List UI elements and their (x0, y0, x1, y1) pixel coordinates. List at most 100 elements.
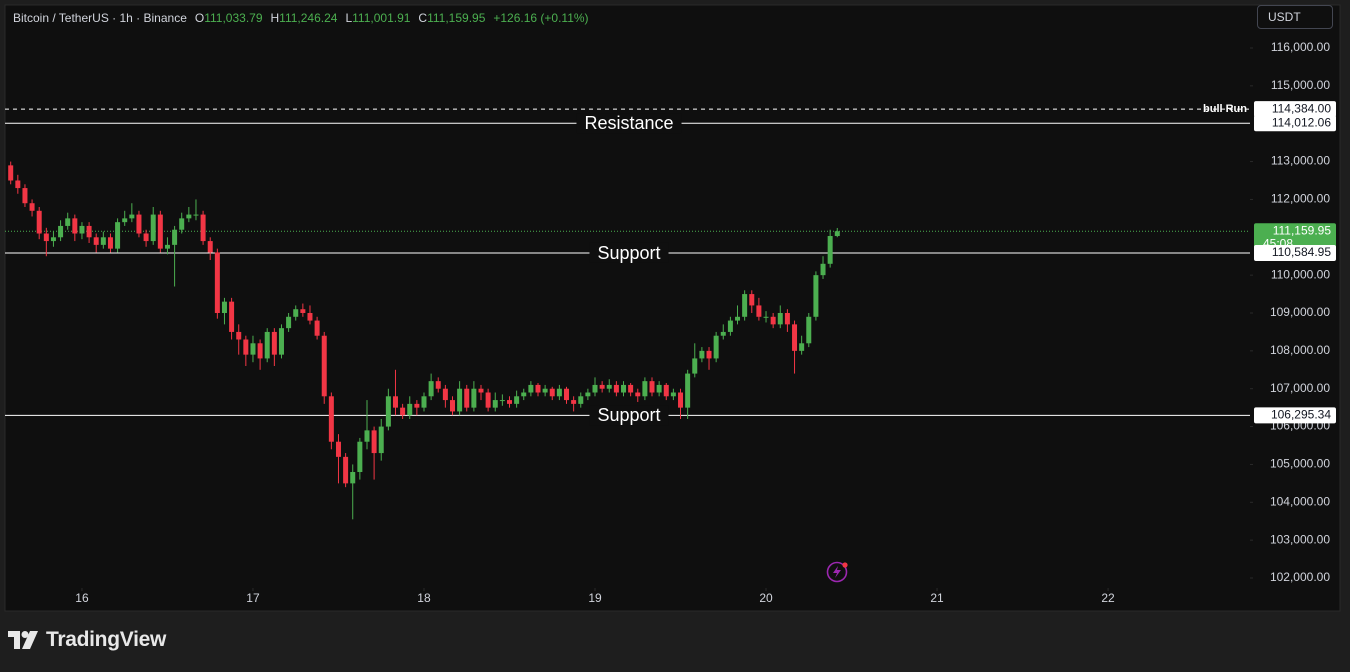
candle-body (164, 244, 170, 249)
candle-body (143, 233, 149, 242)
candle-body (457, 388, 463, 412)
candle-body (749, 294, 755, 306)
y-tick-label: 110,000.00 (1271, 267, 1330, 281)
candle-body (186, 214, 192, 219)
candle-body (400, 407, 406, 416)
line-label: Resistance (584, 113, 673, 133)
candle-body (385, 396, 391, 427)
candle-body (613, 384, 619, 393)
line-label: bull Run (1203, 103, 1247, 115)
candle-body (763, 316, 769, 318)
y-tick-label: 102,000.00 (1270, 570, 1330, 584)
candle-body (36, 210, 42, 234)
y-tick-label: 109,000.00 (1270, 305, 1330, 319)
candle-body (442, 388, 448, 401)
candle-body (685, 373, 691, 408)
candle-body (122, 218, 128, 223)
candle-body (407, 403, 413, 416)
x-tick-label: 22 (1101, 591, 1115, 605)
candle-body (813, 275, 819, 317)
candle-body (343, 456, 349, 484)
candle-body (136, 214, 142, 234)
candle-body (150, 214, 156, 242)
candle-body (606, 384, 612, 389)
candle-body (599, 384, 605, 389)
candle-body (300, 309, 306, 314)
candle-body (549, 388, 555, 397)
price-tag-label: 114,384.00 (1272, 101, 1331, 115)
candle-body (649, 381, 655, 393)
candle-body (670, 392, 676, 397)
price-tag-label: 110,584.95 (1272, 245, 1331, 259)
candle-body (628, 384, 634, 393)
candle-body (770, 316, 776, 325)
ohlc-key: H (270, 11, 280, 25)
ohlc-key: O (194, 11, 205, 25)
x-tick-label: 17 (246, 591, 260, 605)
candle-body (107, 237, 113, 249)
line-label: Support (597, 405, 660, 425)
candle-body (428, 381, 434, 397)
candle-body (563, 388, 569, 401)
candle-body (29, 203, 35, 211)
candle-body (264, 331, 270, 359)
candle-body (663, 384, 669, 397)
candle-body (492, 400, 498, 408)
candle-body (193, 214, 199, 216)
candle-body (784, 313, 790, 325)
y-tick-label: 112,000.00 (1271, 192, 1330, 206)
alert-icon[interactable] (826, 561, 848, 583)
alert-dot (842, 562, 848, 568)
ohlc-value: 111,246.24 (279, 11, 338, 25)
ohlc-value: 111,159.95 (427, 11, 486, 25)
line-label-bg (589, 405, 669, 426)
candle-body (556, 388, 562, 397)
candle-body (72, 218, 78, 234)
candle-body (15, 180, 21, 189)
candle-body (115, 222, 121, 249)
chart-pane (4, 4, 1341, 612)
x-tick-label: 20 (759, 591, 773, 605)
candle-body (592, 384, 598, 393)
candle-body (8, 165, 14, 181)
candle-body (100, 237, 106, 245)
candle-body (214, 252, 220, 314)
candle-body (542, 388, 548, 393)
ohlc-value: 111,033.79 (204, 11, 263, 25)
candle-body (229, 301, 235, 332)
y-tick-label: 108,000.00 (1270, 343, 1330, 357)
price-tag (1254, 115, 1336, 132)
candle-body (392, 396, 398, 408)
candle-body (93, 237, 99, 245)
y-tick-label: 103,000.00 (1270, 532, 1330, 546)
y-tick-label: 105,000.00 (1270, 457, 1330, 471)
change: +126.16 (+0.11%) (493, 11, 589, 25)
logo-part (22, 631, 38, 649)
candle-body (478, 388, 484, 393)
candle-body (364, 430, 370, 442)
candle-body (692, 358, 698, 374)
candle-body (357, 441, 363, 473)
candle-body (521, 392, 527, 397)
candle-body (314, 320, 320, 336)
candles (8, 161, 840, 520)
logo-part (21, 631, 29, 638)
candle-body (827, 236, 833, 264)
candle-body (571, 400, 577, 404)
candle-body (200, 214, 206, 242)
alert-ring (826, 561, 848, 583)
candle-body (792, 324, 798, 351)
candle-body (321, 335, 327, 397)
candle-body (471, 388, 477, 408)
candle-body (499, 400, 505, 402)
currency-button[interactable]: USDT (1257, 5, 1333, 29)
candle-body (65, 218, 71, 226)
candle-body (172, 229, 178, 245)
brand[interactable]: TradingView (8, 628, 166, 652)
candle-body (720, 331, 726, 336)
legend-header: Bitcoin / TetherUS · 1h · Binance O 111,0… (13, 11, 589, 25)
y-tick-label: 113,000.00 (1271, 154, 1330, 168)
candle-body (179, 218, 185, 230)
candle-body (514, 396, 520, 404)
